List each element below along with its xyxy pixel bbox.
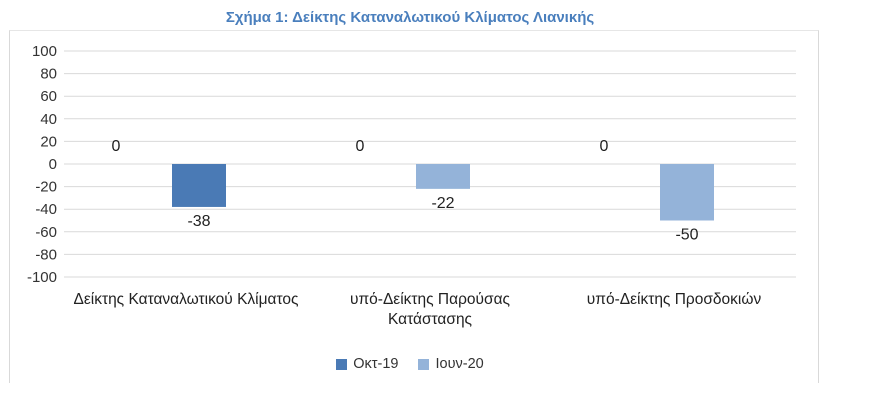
data-label-jun20: -50: [675, 227, 698, 244]
legend-swatch-jun20: [418, 358, 430, 370]
y-tick-label: -100: [27, 269, 57, 286]
y-tick-label: -20: [35, 179, 57, 196]
bar-jun20: [416, 164, 470, 189]
legend-label-oct19: Οκτ-19: [353, 356, 399, 372]
y-tick-label: -80: [35, 246, 57, 263]
y-tick-label: 60: [40, 88, 57, 105]
legend-swatch-oct19: [336, 358, 348, 370]
legend-label-jun20: Ιουν-20: [435, 356, 484, 372]
data-label-oct19: 0: [356, 138, 365, 155]
y-tick-label: 40: [40, 111, 57, 128]
bar-jun20: [172, 164, 226, 207]
category-label: υπό-Δείκτης Προσδοκιών: [587, 291, 762, 308]
chart-title: Σχήμα 1: Δείκτης Καταναλωτικού Κλίματος …: [225, 9, 595, 26]
y-tick-label: 20: [40, 133, 57, 150]
data-label-oct19: 0: [112, 138, 121, 155]
data-label-jun20: -22: [431, 195, 454, 212]
data-label-jun20: -38: [187, 213, 210, 230]
legend-item-jun20: Ιουν-20: [418, 356, 484, 372]
y-tick-label: -60: [35, 224, 57, 241]
category-label: υπό-Δείκτης Παρούσας: [350, 291, 510, 308]
y-tick-label: 0: [49, 156, 57, 173]
data-label-oct19: 0: [600, 138, 609, 155]
legend-item-oct19: Οκτ-19: [336, 356, 398, 372]
y-tick-label: 100: [32, 43, 57, 60]
chart-frame: [9, 30, 819, 383]
legend: Οκτ-19 Ιουν-20: [0, 356, 820, 372]
category-label: Δείκτης Καταναλωτικού Κλίματος: [73, 291, 298, 308]
y-tick-label: -40: [35, 201, 57, 218]
y-tick-label: 80: [40, 66, 57, 83]
bar-jun20: [660, 164, 714, 221]
category-label: Κατάστασης: [388, 311, 472, 328]
